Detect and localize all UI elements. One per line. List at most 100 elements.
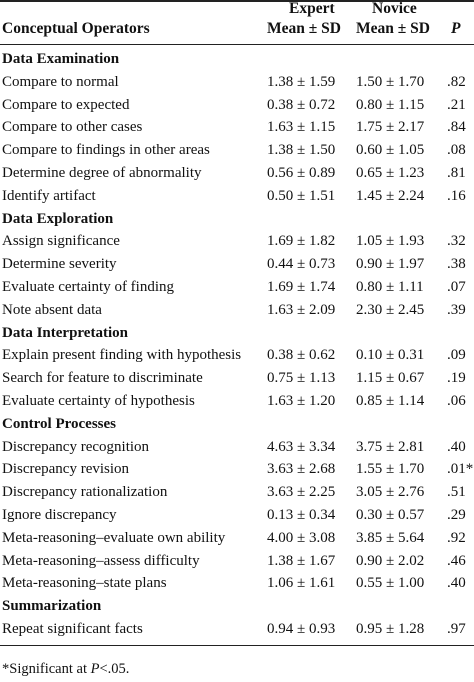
novice-value: 1.75 ± 2.17 (356, 119, 425, 136)
p-value: .06 (447, 393, 466, 409)
top-rule (0, 0, 474, 2)
table-row: Compare to findings in other areas 1.38 ±… (0, 139, 474, 162)
operator-label: Compare to other cases (2, 119, 143, 136)
table-row: Identify artifact 0.50 ± 1.51 1.45 ± 2.24.… (0, 185, 474, 208)
p-value: .19 (447, 370, 466, 387)
novice-value: 2.30 ± 2.45 (356, 301, 425, 318)
expert-value: 0.56 ± 0.89 (267, 165, 336, 181)
table-row: Discrepancy rationalization 3.63 ± 2.25 3.… (0, 481, 474, 504)
novice-value: 1.45 ± 2.24 (356, 187, 425, 204)
table-row: Meta-reasoning–state plans 1.06 ± 1.61 0.5… (0, 572, 474, 595)
expert-value: 1.06 ± 1.61 (267, 575, 336, 592)
expert-value: 0.38 ± 0.62 (267, 347, 336, 364)
novice-value: 0.10 ± 0.31 (356, 347, 425, 364)
footnote-suffix: <.05. (99, 661, 130, 677)
operator-label: Search for feature to discriminate (2, 370, 203, 387)
p-value: .84 (447, 119, 466, 136)
p-value: .32 (447, 233, 466, 250)
novice-value: 0.60 ± 1.05 (356, 142, 425, 159)
header-rule (0, 44, 474, 45)
table-row: Note absent data 1.63 ± 2.09 2.30 ± 2.45 .3… (0, 299, 474, 322)
table-row: Assign significance 1.69 ± 1.82 1.05 ± 1.9… (0, 230, 474, 253)
expert-value: 1.69 ± 1.74 (267, 279, 336, 295)
operator-label: Discrepancy revision (2, 461, 130, 478)
table-row: Discrepancy recognition 4.63 ± 3.34 3.75 ±… (0, 436, 474, 459)
novice-value: 0.80 ± 1.11 (356, 279, 424, 295)
section-heading-row: Summarization (0, 595, 474, 618)
p-value: .07 (447, 279, 466, 295)
table-row: Search for feature to discriminate 0.75 ±… (0, 367, 474, 390)
p-value: .39 (447, 301, 466, 318)
expert-value: 1.63 ± 1.20 (267, 393, 336, 409)
header-expert-line2: Mean ± SD (267, 20, 341, 37)
table-row: Discrepancy revision 3.63 ± 2.68 1.55 ± 1.… (0, 458, 474, 481)
p-value: .82 (447, 73, 466, 90)
operator-label: Ignore discrepancy (2, 507, 117, 523)
p-value: .09 (447, 347, 466, 364)
expert-value: 1.63 ± 2.09 (267, 301, 336, 318)
table-row: Compare to other cases 1.63 ± 1.15 1.75 ± … (0, 116, 474, 139)
operator-label: Evaluate certainty of hypothesis (2, 393, 195, 409)
novice-value: 0.95 ± 1.28 (356, 621, 425, 637)
p-value: .97 (447, 621, 466, 637)
table-row: Explain present finding with hypothesis 0… (0, 344, 474, 367)
expert-value: 1.38 ± 1.67 (267, 552, 336, 569)
header-expert-line1: Expert (289, 0, 335, 17)
section-heading: Control Processes (2, 415, 117, 432)
operator-label: Repeat significant facts (2, 621, 143, 637)
novice-value: 0.90 ± 2.02 (356, 552, 425, 569)
section-heading-row: Data Interpretation (0, 322, 474, 345)
expert-value: 0.13 ± 0.34 (267, 507, 336, 523)
section-heading: Data Examination (2, 51, 120, 67)
table-row: Evaluate certainty of finding 1.69 ± 1.74… (0, 276, 474, 299)
expert-value: 3.63 ± 2.68 (267, 461, 336, 478)
p-value: .46 (447, 552, 466, 569)
operator-label: Determine degree of abnormality (2, 165, 202, 181)
expert-value: 0.44 ± 0.73 (267, 256, 336, 273)
bottom-rule (0, 645, 474, 646)
novice-value: 0.85 ± 1.14 (356, 393, 425, 409)
footnote-p-variable: P (90, 661, 100, 677)
novice-value: 0.65 ± 1.23 (356, 165, 425, 181)
footnote-prefix: *Significant at (2, 661, 91, 677)
novice-value: 1.15 ± 0.67 (356, 370, 425, 387)
expert-value: 0.50 ± 1.51 (267, 187, 336, 204)
operator-label: Compare to expected (2, 96, 130, 113)
table-row: Ignore discrepancy 0.13 ± 0.34 0.30 ± 0.57… (0, 504, 474, 527)
table-row: Meta-reasoning–evaluate own ability 4.00 … (0, 527, 474, 550)
operator-label: Evaluate certainty of finding (2, 279, 175, 295)
novice-value: 1.55 ± 1.70 (356, 461, 425, 478)
table-row: Compare to normal 1.38 ± 1.59 1.50 ± 1.70.… (0, 71, 474, 94)
expert-value: 0.38 ± 0.72 (267, 96, 336, 113)
novice-value: 0.30 ± 0.57 (356, 507, 425, 523)
operator-label: Compare to normal (2, 73, 119, 90)
novice-value: 3.05 ± 2.76 (356, 484, 425, 501)
header-p: P (451, 20, 461, 37)
section-heading: Summarization (2, 598, 102, 615)
novice-value: 0.90 ± 1.97 (356, 256, 425, 273)
operator-label: Assign significance (2, 233, 120, 250)
expert-value: 0.94 ± 0.93 (267, 621, 336, 637)
operator-label: Discrepancy recognition (2, 438, 150, 455)
expert-value: 1.38 ± 1.59 (267, 73, 336, 90)
p-value: .21 (447, 96, 466, 113)
operator-label: Meta-reasoning–assess difficulty (2, 552, 200, 569)
novice-value: 1.50 ± 1.70 (356, 73, 425, 90)
p-value: .16 (447, 187, 466, 204)
operator-label: Discrepancy rationalization (2, 484, 168, 501)
expert-value: 1.38 ± 1.50 (267, 142, 336, 159)
operator-label: Identify artifact (2, 187, 96, 204)
table-row: Determine degree of abnormality 0.56 ± 0.… (0, 162, 474, 185)
p-value: .40 (447, 575, 466, 592)
operator-label: Meta-reasoning–evaluate own ability (2, 529, 226, 546)
header-novice-line2: Mean ± SD (356, 20, 430, 37)
table-row: Evaluate certainty of hypothesis 1.63 ± 1… (0, 390, 474, 413)
section-heading: Data Exploration (2, 210, 114, 227)
expert-value: 1.63 ± 1.15 (267, 119, 336, 136)
p-value: .08 (447, 142, 466, 159)
section-heading-row: Control Processes (0, 413, 474, 436)
table-row: Determine severity 0.44 ± 0.73 0.90 ± 1.97… (0, 253, 474, 276)
p-value: .51 (447, 484, 466, 501)
table-row: Repeat significant facts 0.94 ± 0.93 0.95 … (0, 618, 474, 641)
